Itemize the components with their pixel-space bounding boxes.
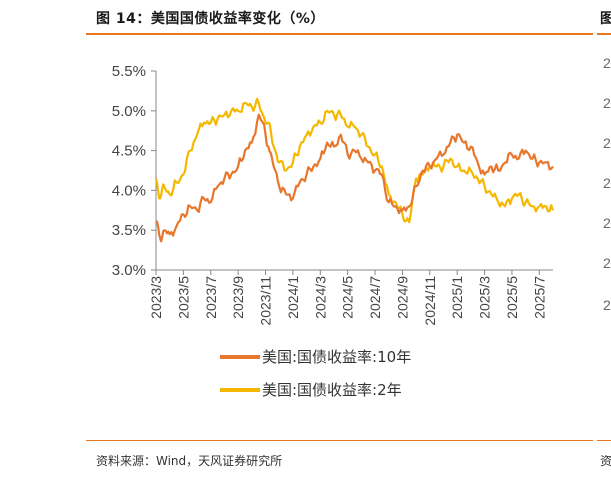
right-footer-rule — [597, 440, 611, 441]
title-rule — [86, 33, 593, 35]
right-panel-tick: 2 — [603, 95, 611, 111]
right-panel-tick: 2 — [603, 175, 611, 191]
x-tick-label: 2025/7 — [531, 276, 547, 319]
x-tick-label: 2023/7 — [203, 276, 219, 319]
y-tick-label: 3.5% — [112, 222, 146, 239]
source-note: 资料来源：Wind，天风证券研究所 — [96, 454, 283, 468]
right-panel-tick: 2 — [603, 297, 611, 313]
y-tick-label: 5.0% — [112, 103, 146, 120]
y-tick-label: 5.5% — [112, 63, 146, 80]
series-line-2y — [154, 97, 555, 224]
x-tick-label: 2024/5 — [340, 276, 356, 319]
x-tick-label: 2024/3 — [312, 276, 328, 319]
right-panel-title-fragment: 图 — [600, 11, 611, 27]
x-tick-label: 2025/1 — [449, 276, 465, 319]
right-panel-tick: 2 — [603, 215, 611, 231]
x-tick-label: 2024/11 — [422, 276, 438, 326]
chart-title: 图 14：美国国债收益率变化（%） — [96, 11, 325, 27]
series-line-10y — [155, 113, 554, 243]
x-tick-label: 2025/5 — [504, 276, 520, 319]
right-source-fragment: 资 — [600, 454, 611, 468]
x-tick-label: 2024/9 — [394, 276, 410, 319]
x-tick-label: 2023/5 — [175, 276, 191, 319]
x-tick-label: 2024/7 — [367, 276, 383, 319]
y-tick-label: 3.0% — [112, 262, 146, 279]
legend-label: 美国:国债收益率:2年 — [262, 381, 402, 399]
y-tick-label: 4.5% — [112, 143, 146, 160]
footer-rule — [86, 440, 593, 441]
x-tick-label: 2023/9 — [230, 276, 246, 319]
axes: 5.5% 5.0% 4.5% 4.0% 3.5% 3.0%2023/3 2023/5 2023… — [112, 63, 553, 326]
series-lines — [154, 97, 555, 243]
x-tick-label: 2025/3 — [477, 276, 493, 319]
right-panel-tick: 2 — [603, 55, 611, 71]
x-tick-label: 2024/1 — [285, 276, 301, 319]
y-tick-label: 4.0% — [112, 182, 146, 199]
x-tick-label: 2023/3 — [148, 276, 164, 319]
right-panel-tick: 2 — [603, 135, 611, 151]
right-panel-title-rule — [597, 33, 611, 35]
right-panel-tick: 2 — [603, 255, 611, 271]
x-tick-label: 2023/11 — [258, 276, 274, 326]
legend-label: 美国:国债收益率:10年 — [262, 348, 411, 366]
right-panel-ticks: 2 2 2 2 2 2 2 — [603, 55, 611, 313]
